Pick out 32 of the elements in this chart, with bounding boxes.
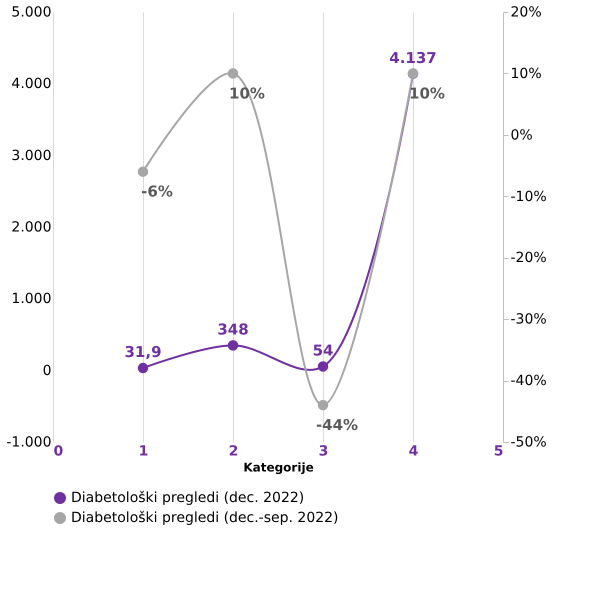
data-label: 10% <box>229 84 265 102</box>
x-tick-label: 3 <box>318 444 328 460</box>
y2-tick-label: -20% <box>510 250 547 266</box>
y2-tick-label: -30% <box>510 312 547 328</box>
data-label: 54 <box>312 341 334 360</box>
x-axis-title: Kategorije <box>243 460 314 474</box>
data-label: 4.137 <box>389 48 437 67</box>
y-tick-label: 0 <box>42 362 52 379</box>
y2-tick-label: 0% <box>510 127 533 144</box>
legend-label: Diabetološki pregledi (dec.-sep. 2022) <box>71 510 339 526</box>
x-tick-label: 1 <box>138 444 148 460</box>
data-label: 348 <box>217 320 249 338</box>
x-tick-label: 2 <box>228 444 238 460</box>
y2-tick-label: 20% <box>510 4 542 20</box>
y-tick-label: -1.000 <box>6 434 52 450</box>
y-tick-label: 3.000 <box>11 148 52 164</box>
legend-label: Diabetološki pregledi (dec. 2022) <box>71 490 304 506</box>
y2-tick-label: 10% <box>510 66 542 82</box>
y2-tick-label: -50% <box>510 434 547 450</box>
data-label: 10% <box>409 84 445 102</box>
y2-tick-label: -10% <box>510 188 547 205</box>
x-tick-label: 0 <box>54 444 64 460</box>
data-label: 31,9 <box>124 343 162 362</box>
y-tick-label: 4.000 <box>11 76 52 92</box>
data-label: -44% <box>316 416 358 434</box>
x-tick-label: 4 <box>408 444 419 460</box>
y2-tick-label: -40% <box>510 373 547 390</box>
y-tick-label: 1.000 <box>11 291 52 308</box>
x-tick-label: 5 <box>494 444 504 460</box>
data-label: -6% <box>141 182 173 201</box>
y-tick-label: 2.000 <box>11 220 52 236</box>
y-tick-label: 5.000 <box>11 4 52 20</box>
